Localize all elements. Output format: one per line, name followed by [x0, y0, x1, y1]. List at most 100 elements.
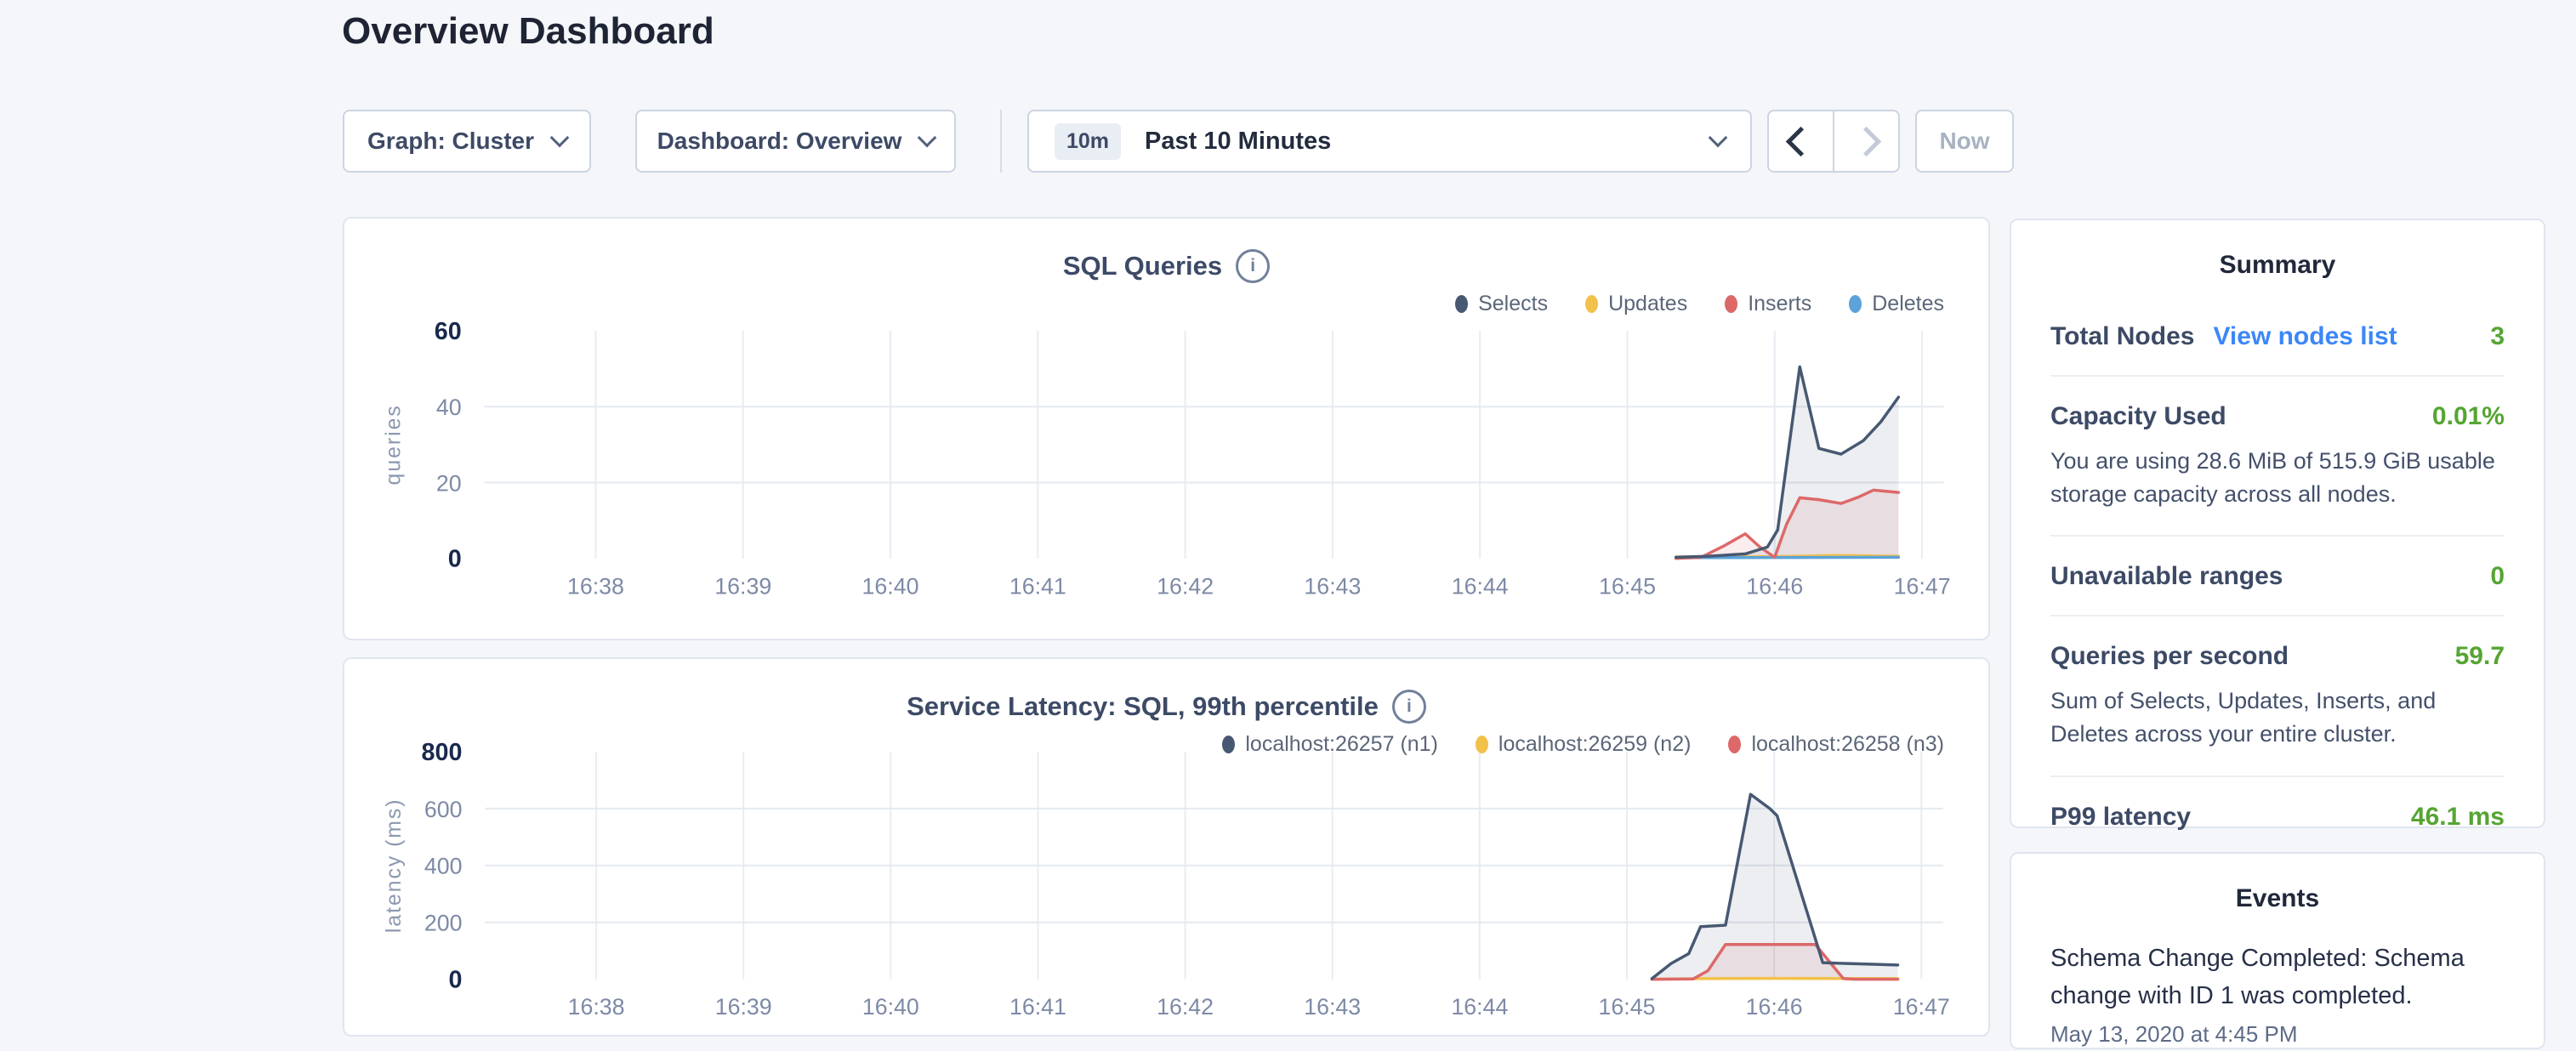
svg-text:0: 0 [449, 967, 463, 994]
events-list: Schema Change Completed: Schema change w… [2011, 913, 2544, 1048]
svg-text:16:47: 16:47 [1893, 994, 1950, 1020]
summary-row-value: 46.1 ms [2411, 803, 2505, 832]
events-panel: Events Schema Change Completed: Schema c… [2010, 852, 2545, 1049]
summary-row-description: You are using 28.6 MiB of 515.9 GiB usab… [2050, 445, 2505, 511]
sidebar-item[interactable] [0, 308, 340, 342]
toolbar-divider [1000, 110, 1002, 173]
sidebar-item[interactable] [0, 129, 340, 163]
summary-row: Queries per second 59.7 Sum of Selects, … [2050, 616, 2505, 776]
summary-row: P99 latency 46.1 ms [2050, 777, 2505, 855]
graph-dropdown[interactable]: Graph: Cluster [343, 110, 591, 173]
svg-text:16:41: 16:41 [1009, 573, 1066, 599]
svg-text:600: 600 [424, 797, 463, 822]
chart-title: Service Latency: SQL, 99th percentile [907, 691, 1379, 722]
chevron-down-icon [550, 128, 570, 148]
summary-row-value: 0 [2490, 562, 2505, 591]
summary-row-label: Capacity Used [2050, 402, 2226, 431]
legend-item[interactable]: Inserts [1725, 292, 1811, 316]
svg-text:16:38: 16:38 [567, 573, 624, 599]
sidebar [0, 0, 340, 427]
event-item: Schema Change Completed: Schema change w… [2050, 940, 2505, 1048]
time-range-label: Past 10 Minutes [1145, 128, 1331, 156]
svg-text:16:44: 16:44 [1452, 573, 1509, 599]
sidebar-item[interactable] [0, 367, 340, 401]
chevron-left-icon [1786, 126, 1816, 156]
svg-text:20: 20 [436, 470, 462, 496]
event-message: Schema Change Completed: Schema change w… [2050, 940, 2505, 1014]
svg-text:16:39: 16:39 [714, 573, 771, 599]
now-button[interactable]: Now [1915, 110, 2014, 173]
svg-text:queries: queries [382, 404, 405, 485]
svg-text:16:43: 16:43 [1304, 573, 1361, 599]
legend-dot-icon [1222, 736, 1235, 753]
svg-text:0: 0 [448, 546, 462, 573]
svg-text:60: 60 [435, 318, 462, 345]
summary-row-description: Sum of Selects, Updates, Inserts, and De… [2050, 685, 2505, 751]
legend-label: localhost:26258 (n3) [1751, 732, 1944, 757]
sidebar-item[interactable] [0, 70, 340, 104]
summary-title: Summary [2011, 251, 2544, 280]
svg-text:400: 400 [424, 854, 463, 879]
dashboard-dropdown-label: Dashboard: Overview [657, 128, 902, 155]
next-range-button[interactable] [1834, 111, 1898, 171]
summary-row: Total Nodes View nodes list 3 [2050, 297, 2505, 377]
svg-text:latency (ms): latency (ms) [383, 798, 406, 933]
chart-legend: Selects Updates Inserts Deletes [1455, 292, 1944, 316]
legend-label: Updates [1608, 292, 1687, 316]
legend-label: localhost:26257 (n1) [1245, 732, 1438, 757]
legend-item[interactable]: localhost:26257 (n1) [1222, 732, 1438, 757]
legend-dot-icon [1476, 736, 1488, 753]
events-title: Events [2011, 884, 2544, 913]
summary-row: Capacity Used 0.01% You are using 28.6 M… [2050, 377, 2505, 537]
sidebar-item[interactable] [0, 10, 340, 44]
legend-item[interactable]: localhost:26258 (n3) [1728, 732, 1944, 757]
svg-text:16:44: 16:44 [1451, 994, 1508, 1020]
page-title: Overview Dashboard [342, 10, 714, 53]
summary-row-value: 3 [2490, 322, 2505, 351]
info-icon[interactable] [1236, 249, 1270, 283]
chevron-right-icon [1851, 126, 1881, 156]
time-range-dropdown[interactable]: 10m Past 10 Minutes [1027, 110, 1752, 173]
summary-row-value: 59.7 [2455, 642, 2505, 671]
svg-text:16:40: 16:40 [862, 573, 919, 599]
legend-label: localhost:26259 (n2) [1498, 732, 1692, 757]
info-icon[interactable] [1392, 690, 1426, 724]
svg-text:16:42: 16:42 [1157, 994, 1214, 1020]
legend-item[interactable]: Selects [1455, 292, 1548, 316]
svg-text:800: 800 [422, 739, 463, 766]
svg-text:200: 200 [424, 911, 463, 936]
svg-text:16:42: 16:42 [1157, 573, 1214, 599]
svg-text:40: 40 [436, 395, 462, 420]
summary-row-value: 0.01% [2432, 402, 2505, 431]
legend-label: Inserts [1748, 292, 1811, 316]
sidebar-item[interactable] [0, 189, 340, 223]
dashboard-dropdown[interactable]: Dashboard: Overview [635, 110, 956, 173]
legend-item[interactable]: Updates [1585, 292, 1687, 316]
svg-text:16:47: 16:47 [1894, 573, 1951, 599]
view-nodes-list-link[interactable]: View nodes list [2213, 322, 2397, 351]
svg-text:16:41: 16:41 [1009, 994, 1066, 1020]
metrics-page: Overview Dashboard Graph: Cluster Dashbo… [0, 0, 2576, 1051]
legend-label: Selects [1478, 292, 1548, 316]
chevron-down-icon [918, 128, 937, 148]
legend-dot-icon [1728, 736, 1741, 753]
service-latency-chart-card: 16:38 16:39 16:40 16:41 16:42 16:43 16:44 16:45… [343, 657, 1990, 1037]
legend-item[interactable]: Deletes [1849, 292, 1944, 316]
svg-text:16:40: 16:40 [862, 994, 919, 1020]
legend-dot-icon [1455, 295, 1468, 313]
chart-title: SQL Queries [1063, 251, 1222, 281]
time-range-badge: 10m [1055, 123, 1121, 160]
summary-row-label: P99 latency [2050, 803, 2191, 832]
legend-item[interactable]: localhost:26259 (n2) [1476, 732, 1692, 757]
svg-text:16:39: 16:39 [715, 994, 772, 1020]
prev-range-button[interactable] [1769, 111, 1834, 171]
sidebar-item[interactable] [0, 248, 340, 282]
legend-dot-icon [1849, 295, 1862, 313]
legend-label: Deletes [1872, 292, 1944, 316]
summary-row-label: Unavailable ranges [2050, 562, 2283, 591]
svg-text:16:38: 16:38 [568, 994, 625, 1020]
svg-text:16:46: 16:46 [1746, 573, 1803, 599]
svg-text:16:43: 16:43 [1304, 994, 1361, 1020]
svg-text:16:45: 16:45 [1599, 994, 1656, 1020]
legend-dot-icon [1585, 295, 1598, 313]
